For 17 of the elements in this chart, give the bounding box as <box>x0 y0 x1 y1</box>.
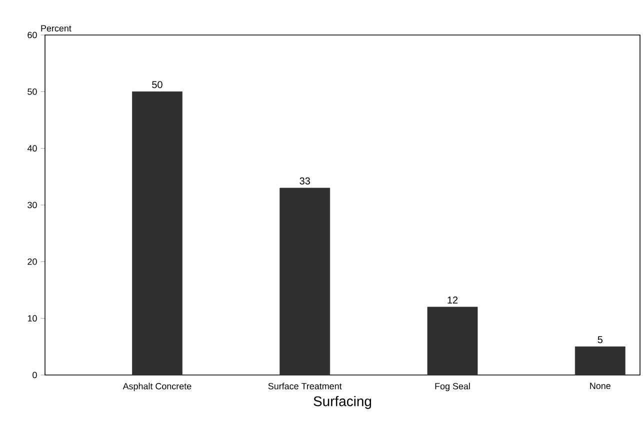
y-tick-label: 0 <box>32 372 37 378</box>
x-tick-label: Asphalt Concrete <box>122 382 192 392</box>
y-tick-label: 10 <box>28 315 37 322</box>
y-tick-label: 50 <box>28 88 37 95</box>
data-label: 50 <box>152 81 162 88</box>
y-tick-label: 60 <box>28 32 37 38</box>
data-label: 5 <box>598 336 602 344</box>
x-tick-label: Surface Treatment <box>268 382 342 390</box>
y-axis-title: Percent <box>41 25 72 32</box>
data-label: 33 <box>300 177 310 184</box>
y-tick-label: 30 <box>28 202 37 208</box>
x-axis-title: Surfacing <box>314 396 372 409</box>
x-tick-label: None <box>590 382 610 390</box>
x-tick-label: Fog Seal <box>435 382 470 392</box>
y-tick-label: 40 <box>27 145 37 152</box>
data-label: 12 <box>448 296 458 304</box>
y-tick-label: 20 <box>28 258 37 265</box>
